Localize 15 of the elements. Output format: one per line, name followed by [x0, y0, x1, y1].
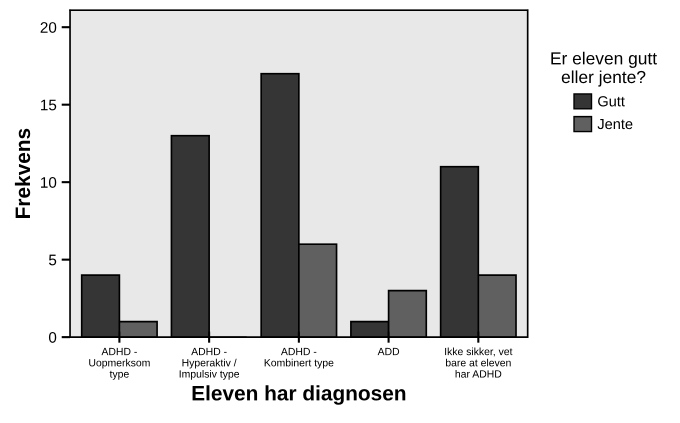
x-axis-title: Eleven har diagnosen — [192, 385, 406, 405]
x-tick-label: ADD — [378, 348, 400, 356]
legend-label: Jente — [598, 118, 632, 130]
legend-label: Gutt — [598, 96, 625, 106]
y-tick-label: 5 — [48, 254, 56, 266]
y-tick-label: 20 — [40, 22, 56, 33]
y-tick-label: 10 — [41, 177, 56, 188]
x-tick-label: Ikke sikker, vet bare at eleven har ADHD — [445, 348, 512, 378]
x-tick-label: ADHD - Uopmerksom type — [89, 348, 150, 380]
x-tick-label: ADHD - Hyperaktiv / Impulsiv type — [180, 348, 240, 380]
y-tick-label: 0 — [48, 332, 56, 343]
y-tick-label: 15 — [41, 100, 56, 110]
x-tick-label: ADHD - Kombinert type — [264, 348, 334, 368]
legend-title: Er eleven gutt eller jente? — [551, 52, 657, 87]
y-axis-title: Frekvens — [14, 128, 30, 218]
